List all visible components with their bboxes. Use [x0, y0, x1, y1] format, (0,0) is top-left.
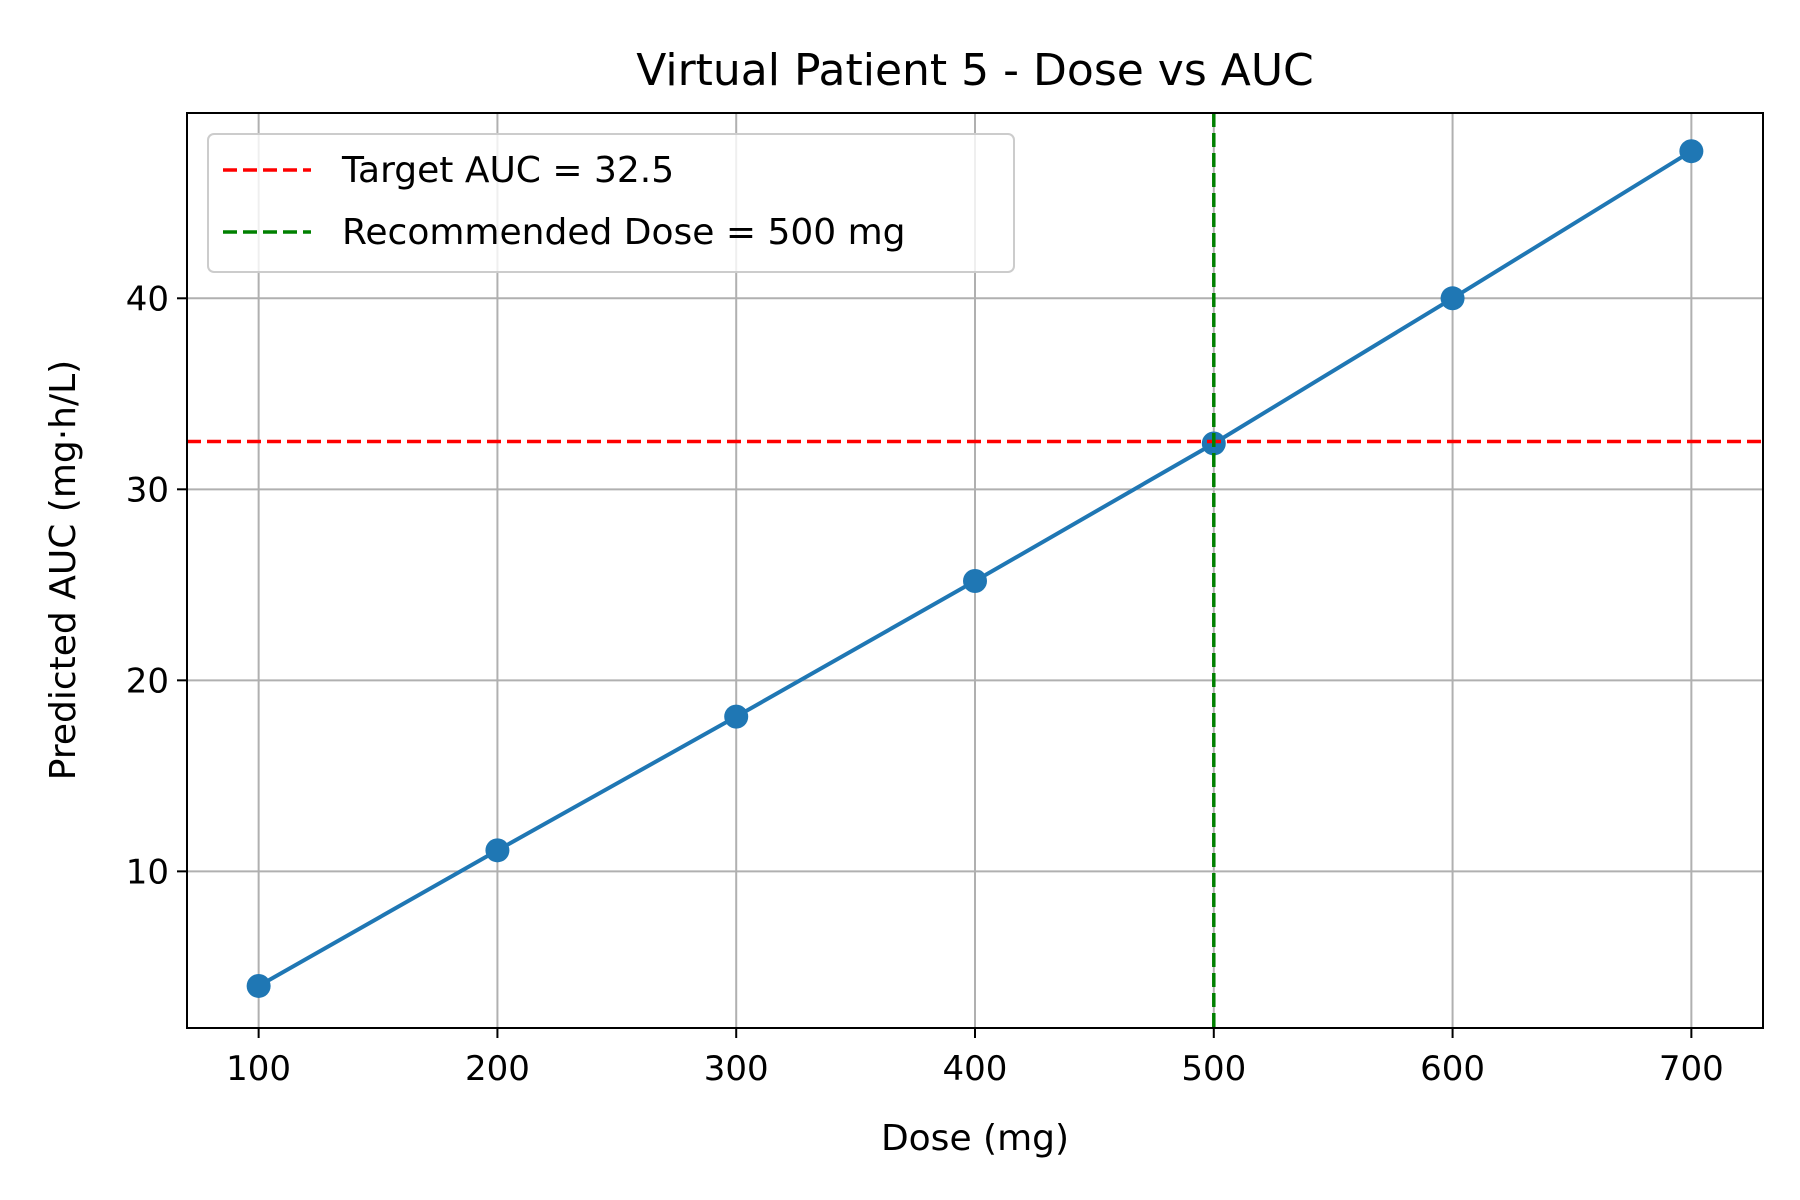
- y-tick-label: 10: [126, 852, 169, 892]
- y-axis-label: Predicted AUC (mg·h/L): [43, 360, 84, 780]
- y-tick-label: 30: [126, 470, 169, 510]
- x-tick-label: 100: [226, 1049, 291, 1089]
- data-point: [1440, 286, 1465, 311]
- legend-box: [207, 133, 1015, 273]
- data-point: [963, 569, 987, 594]
- x-tick-label: 400: [943, 1049, 1008, 1089]
- y-tick-label: 40: [126, 279, 169, 319]
- legend: Target AUC = 32.5 Recommended Dose = 500…: [207, 133, 1015, 273]
- x-tick-label: 300: [704, 1049, 769, 1089]
- y-tick-label: 20: [126, 661, 169, 701]
- x-tick-label: 500: [1181, 1049, 1246, 1089]
- x-tick-label: 700: [1659, 1049, 1724, 1089]
- reference-lines: [187, 113, 1763, 1028]
- data-point: [485, 838, 510, 863]
- legend-label-target-auc: Target AUC = 32.5: [341, 150, 674, 191]
- chart-title: Virtual Patient 5 - Dose vs AUC: [636, 45, 1314, 96]
- x-axis-label: Dose (mg): [881, 1118, 1069, 1159]
- data-point: [246, 973, 271, 998]
- data-point: [724, 704, 749, 729]
- data-point: [1679, 139, 1704, 164]
- x-tick-label: 200: [465, 1049, 530, 1089]
- axis-ticks: 100 200 300 400 500 600 700 10 20 30 40: [126, 279, 1724, 1089]
- legend-label-recommended-dose: Recommended Dose = 500 mg: [342, 212, 906, 253]
- x-tick-label: 600: [1420, 1049, 1485, 1089]
